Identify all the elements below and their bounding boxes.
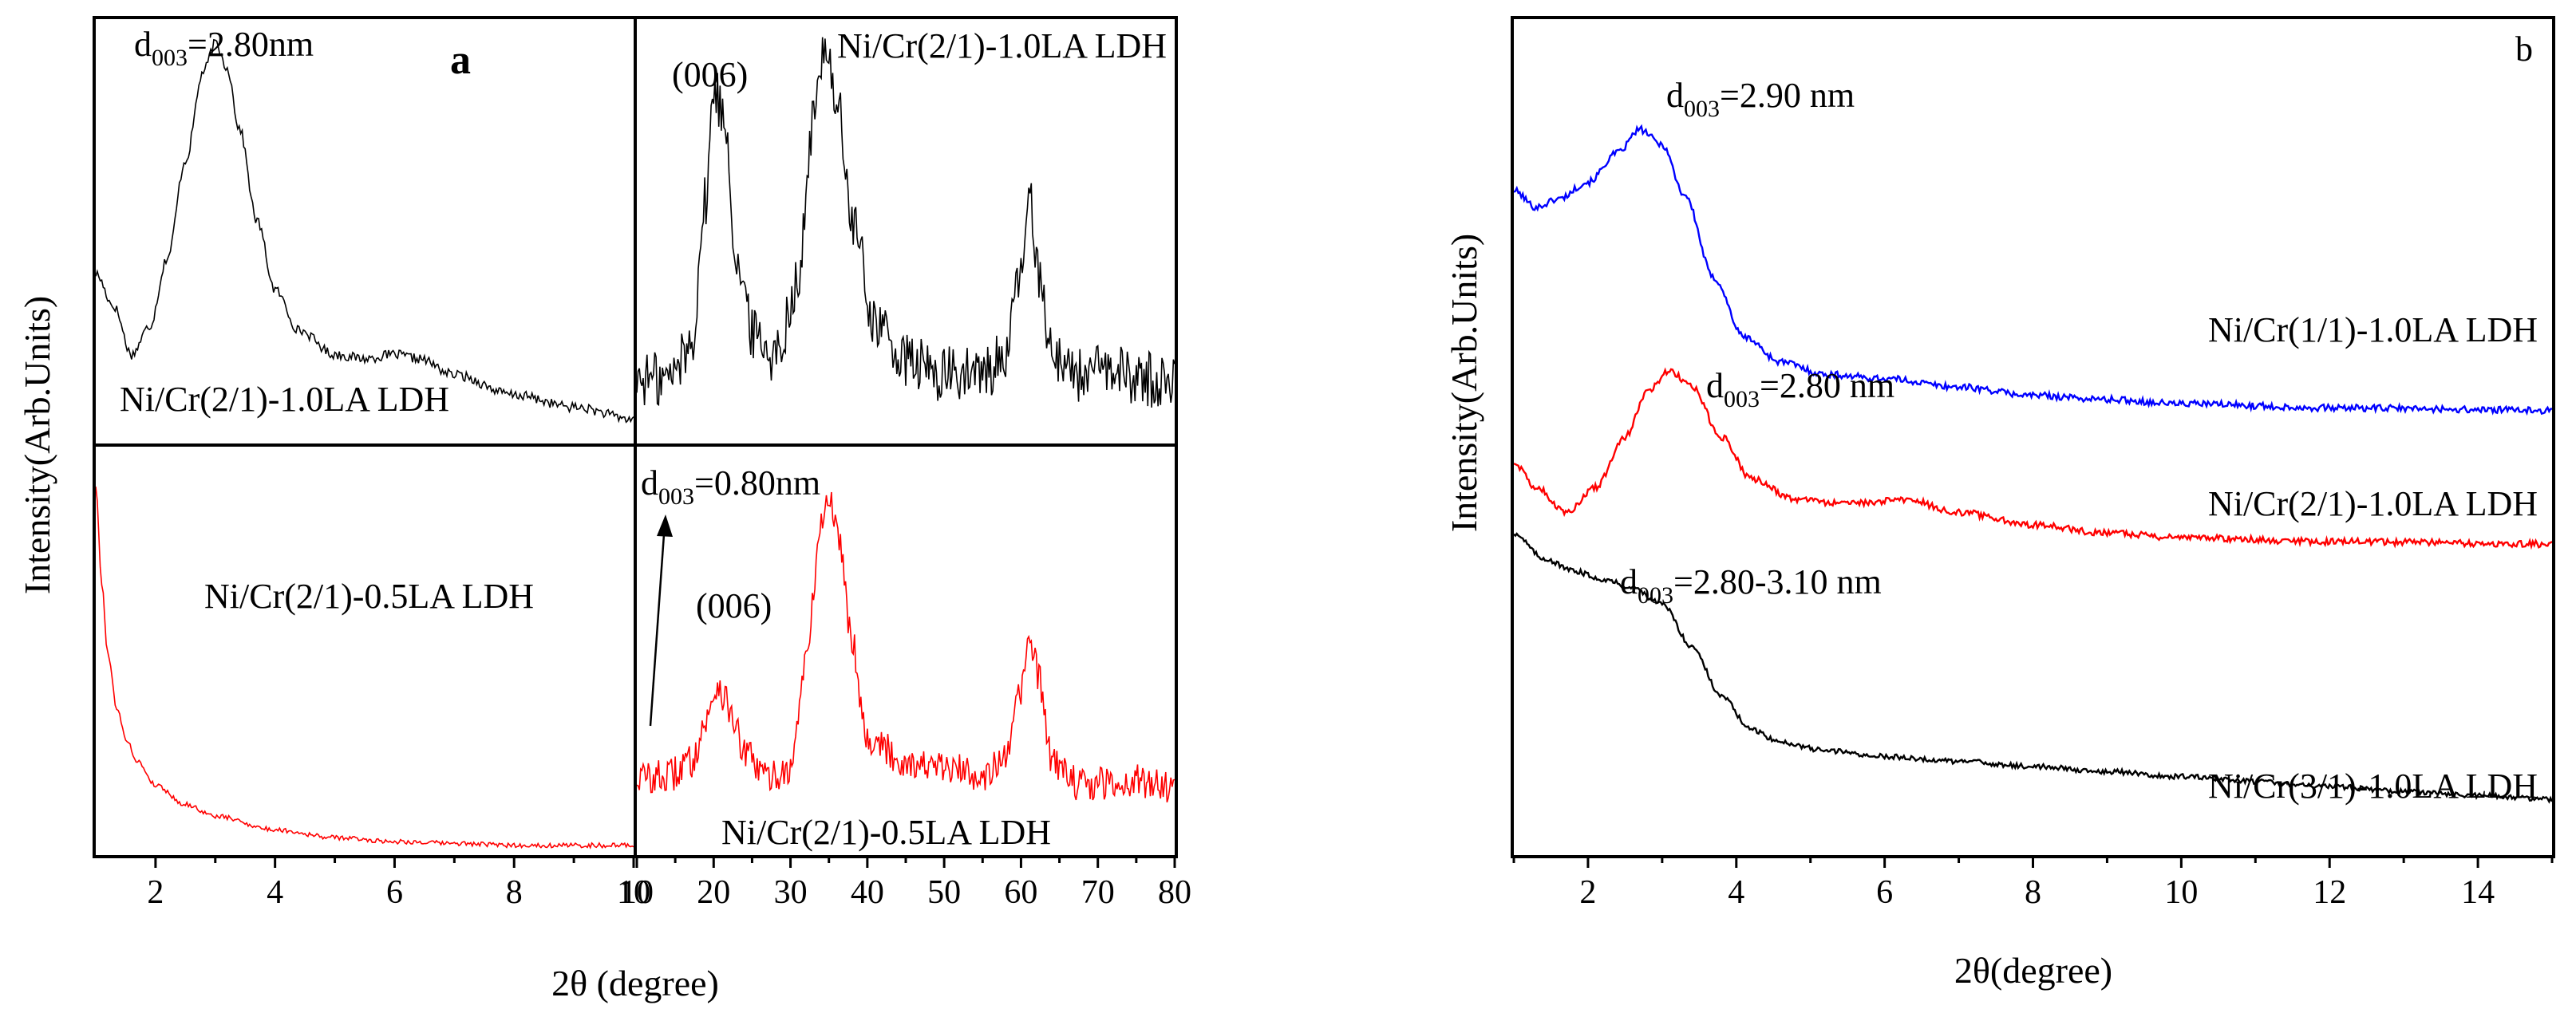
panel-a-bottom-right-peak-label: (006) — [696, 586, 772, 625]
panel-b-series-line-3 — [1513, 532, 2554, 804]
panel-a-x-tick-bottom-right-10-label: 10 — [620, 874, 654, 911]
panel-a-x-tick-bottom-right-20-label: 20 — [697, 874, 730, 911]
panel-b-x-tick-14-label: 14 — [2461, 874, 2495, 911]
panel-a-x-tick-bottom-left-4-label: 4 — [267, 874, 283, 911]
panel-a-bottom-right-d-spacing-annotation: d003=0.80nm — [641, 463, 820, 510]
d-subscript: 003 — [658, 483, 694, 510]
panel-b-frame — [1511, 16, 2555, 858]
panel-a-top-right-quadrant: Ni/Cr(2/1)-1.0LA LDH (006) — [636, 26, 1175, 408]
panel-b-series-1-d-spacing-annotation: d003=2.90 nm — [1666, 76, 1855, 122]
panel-b-x-tick-12-label: 12 — [2313, 874, 2346, 911]
panel-a-top-left-d-spacing-annotation: d003=2.80nm — [134, 25, 314, 71]
panel-a-y-axis-title: Intensity(Arb.Units) — [17, 296, 57, 594]
panel-b-series-3-d-spacing-annotation: d003=2.80-3.10 nm — [1620, 562, 1882, 609]
d-value: =2.90 nm — [1720, 76, 1855, 115]
panel-b-series-line-1 — [1513, 124, 2553, 416]
panel-b-plot-area: d003=2.90 nm d003=2.80 nm d003=2.80-3.10… — [1513, 30, 2554, 806]
panel-a-bottom-right-series-label: Ni/Cr(2/1)-0.5LA LDH — [721, 813, 1051, 852]
d-subscript: 003 — [1724, 386, 1760, 412]
panel-a-x-tick-bottom-right-60-label: 60 — [1004, 874, 1037, 911]
d-symbol: d — [1620, 562, 1638, 601]
panel-a-top-right-series-label: Ni/Cr(2/1)-1.0LA LDH — [837, 26, 1167, 65]
panel-b-x-tick-10-label: 10 — [2164, 874, 2198, 911]
panel-a-x-tick-bottom-right-30-label: 30 — [774, 874, 808, 911]
panel-a-x-tick-bottom-right-50-label: 50 — [927, 874, 961, 911]
panel-a-x-axis-title: 2θ (degree) — [551, 963, 719, 1003]
d-symbol: d — [134, 25, 152, 64]
d-value: =2.80nm — [188, 25, 314, 64]
d-symbol: d — [1706, 366, 1724, 405]
panel-a-x-tick-bottom-left-2-label: 2 — [147, 874, 164, 911]
d-subscript: 003 — [1638, 582, 1673, 609]
d-symbol: d — [1666, 76, 1684, 115]
panel-a-top-left-quadrant: d003=2.80nm Ni/Cr(2/1)-1.0LA LDH a — [95, 25, 634, 424]
panel-b-x-axis-title: 2θ(degree) — [1954, 950, 2112, 991]
panel-a-x-tick-bottom-right-80-label: 80 — [1158, 874, 1191, 911]
panel-b-x-tick-2-label: 2 — [1579, 874, 1596, 911]
panel-a-x-tick-bottom-right-40-label: 40 — [851, 874, 884, 911]
panel-b-x-tick-4-label: 4 — [1728, 874, 1744, 911]
panel-a: Intensity(Arb.Units) d003=2.80nm Ni/Cr(2… — [17, 16, 1191, 1003]
d-symbol: d — [641, 463, 658, 503]
panel-a-annotation-arrow — [649, 522, 666, 727]
panel-a-x-tick-bottom-right-70-label: 70 — [1081, 874, 1115, 911]
d-value: =0.80nm — [694, 463, 820, 503]
panel-a-top-right-series-line — [636, 37, 1175, 408]
panel-a-top-left-series-line — [95, 38, 634, 424]
panel-a-x-tick-bottom-left-8-label: 8 — [506, 874, 523, 911]
panel-b-letter: b — [2515, 30, 2533, 69]
panel-b-series-2-label: Ni/Cr(2/1)-1.0LA LDH — [2208, 484, 2538, 523]
panel-a-bottom-left-quadrant: Ni/Cr(2/1)-0.5LA LDH — [95, 487, 634, 849]
panel-a-bottom-left-series-line — [95, 487, 634, 849]
panel-b-series-3-label: Ni/Cr(3/1)-1.0LA LDH — [2208, 767, 2538, 806]
panel-a-bottom-left-series-label: Ni/Cr(2/1)-0.5LA LDH — [204, 577, 534, 616]
d-subscript: 003 — [152, 45, 188, 71]
d-value: =2.80 nm — [1760, 366, 1894, 405]
d-value: =2.80-3.10 nm — [1673, 562, 1882, 601]
d-subscript: 003 — [1684, 96, 1720, 122]
panel-a-top-left-series-label: Ni/Cr(2/1)-1.0LA LDH — [120, 380, 449, 419]
panel-a-annotation-arrowhead — [657, 514, 673, 537]
panel-b-x-tick-6-label: 6 — [1876, 874, 1893, 911]
panel-b-x-axis: 2 4 6 8 10 12 14 — [1512, 857, 2554, 911]
panel-a-top-right-peak-label: (006) — [672, 55, 748, 94]
panel-a-bottom-right-series-line — [636, 491, 1175, 803]
panel-a-bottom-right-quadrant: d003=0.80nm (006) Ni/Cr(2/1)-0.5LA LDH — [636, 463, 1175, 852]
panel-b-x-tick-8-label: 8 — [2025, 874, 2041, 911]
panel-b-series-1-label: Ni/Cr(1/1)-1.0LA LDH — [2208, 310, 2538, 349]
panel-a-letter: a — [450, 37, 471, 83]
panel-b-series-line-2 — [1513, 367, 2553, 550]
panel-b: Intensity(Arb.Units) d003=2.90 nm d003=2… — [1444, 16, 2555, 991]
panel-a-x-tick-bottom-left-6-label: 6 — [386, 874, 403, 911]
panel-b-y-axis-title: Intensity(Arb.Units) — [1444, 234, 1484, 532]
panel-a-x-tick-bottom-left-10-label: 10 — [617, 874, 650, 911]
panel-b-series-2-d-spacing-annotation: d003=2.80 nm — [1706, 366, 1894, 412]
